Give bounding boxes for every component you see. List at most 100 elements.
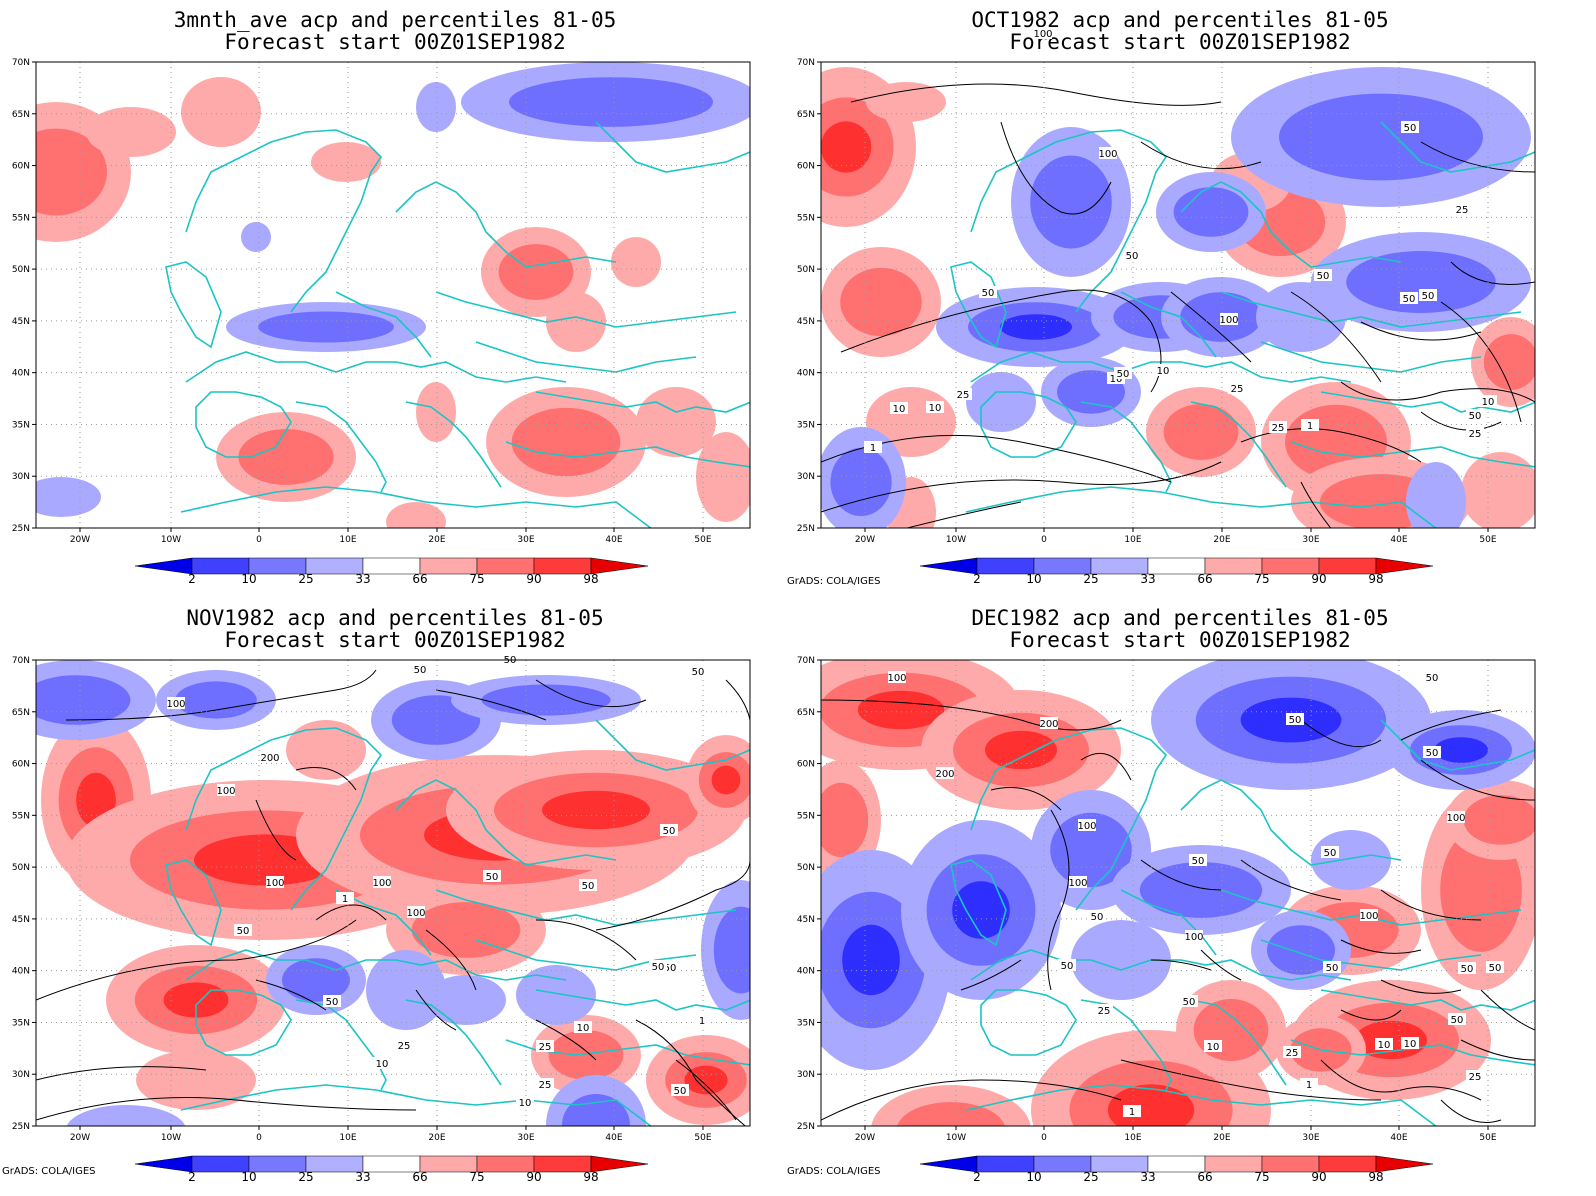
contour-label: 25 xyxy=(398,1041,411,1052)
lon-tick-label: 10W xyxy=(161,1133,181,1143)
contour-label: 1 xyxy=(699,1016,705,1027)
anomaly-blob xyxy=(258,311,394,343)
contour-label: 100 xyxy=(372,878,391,889)
anomaly-blob xyxy=(386,502,446,528)
lon-tick-label: 10E xyxy=(1124,1133,1141,1143)
contour-label: 25 xyxy=(539,1080,552,1091)
coastline xyxy=(180,486,652,528)
lon-tick-label: 10W xyxy=(161,535,181,545)
contour-label-bg xyxy=(954,388,972,400)
lat-tick-label: 50N xyxy=(12,863,30,873)
lon-tick-label: 10E xyxy=(339,1133,356,1143)
panel-subtitle: Forecast start 00Z01SEP1982 xyxy=(1009,628,1351,652)
colorbar-label: 98 xyxy=(1368,572,1383,586)
contour-label: 50 xyxy=(1061,961,1074,972)
contour-label-bg xyxy=(1458,962,1476,974)
panel-title: NOV1982 acp and percentiles 81-05 xyxy=(186,606,604,630)
anomaly-blob xyxy=(86,107,176,157)
lat-tick-label: 35N xyxy=(12,420,30,430)
colorbar-arrow-left xyxy=(919,1155,978,1173)
contour-line xyxy=(675,1059,737,1121)
map-plot: 70N 65N 60N 55N 50N 45N 40N 35N 30N 25N 20W 10W 0 10E… xyxy=(12,58,751,586)
contour-label-bg xyxy=(1286,713,1304,725)
lon-tick-label: 20W xyxy=(70,535,90,545)
contour-label-bg xyxy=(1095,1004,1113,1016)
contour-label: 100 xyxy=(1033,29,1052,40)
colorbar-label: 90 xyxy=(526,572,541,586)
anomaly-blob xyxy=(1346,251,1496,313)
lon-tick-label: 0 xyxy=(1041,1133,1047,1143)
contour-label: 25 xyxy=(1469,429,1482,440)
coastline xyxy=(335,889,432,956)
colorbar-arrow-right xyxy=(1375,1155,1434,1173)
contour-line xyxy=(1120,1059,1382,1101)
contour-label-bg xyxy=(689,665,707,677)
contour-label: 1 xyxy=(870,443,876,454)
contour-label-bg xyxy=(1466,427,1484,439)
anomaly-blob xyxy=(857,690,945,730)
anomaly-blob xyxy=(830,447,892,517)
contour-line xyxy=(1240,428,1422,463)
contour-label: 50 xyxy=(664,963,677,974)
contour-line xyxy=(1440,1099,1502,1123)
coastline xyxy=(1290,1039,1535,1066)
anomaly-blob xyxy=(684,1065,728,1095)
lat-tick-label: 60N xyxy=(12,162,30,172)
anomaly-blob xyxy=(241,222,271,252)
contour-line xyxy=(1140,141,1262,170)
colorbar-label: 33 xyxy=(1140,1170,1155,1184)
contour-label-bg xyxy=(261,751,279,763)
lat-tick-label: 40N xyxy=(797,967,815,977)
lon-tick-label: 10E xyxy=(1124,535,1141,545)
contour-line xyxy=(1340,1009,1402,1021)
lat-tick-label: 45N xyxy=(797,915,815,925)
anomaly-blob xyxy=(546,292,606,352)
contour-label: 50 xyxy=(1317,271,1330,282)
colorbar-label: 33 xyxy=(355,572,370,586)
lon-tick-label: 40E xyxy=(1390,1133,1407,1143)
contour-label-bg xyxy=(1123,1105,1141,1117)
contour-label: 25 xyxy=(1469,1072,1482,1083)
contour-label-bg xyxy=(1154,364,1172,376)
lon-tick-label: 20W xyxy=(855,1133,875,1143)
contour-label: 200 xyxy=(935,769,954,780)
contour-label-bg xyxy=(1466,409,1484,421)
contour-label: 100 xyxy=(1359,911,1378,922)
contour-label: 50 xyxy=(1117,369,1130,380)
lon-tick-label: 40E xyxy=(605,1133,622,1143)
colorbar-label: 10 xyxy=(241,572,256,586)
contour-label: 50 xyxy=(1461,964,1474,975)
colorbar: 2 10 25 33 66 75 90 98 xyxy=(134,1155,649,1184)
contour-line xyxy=(1360,321,1482,341)
contour-label-bg xyxy=(1099,147,1117,159)
contour-label-bg xyxy=(671,1084,689,1096)
colorbar-label: 98 xyxy=(583,572,598,586)
panel-title: OCT1982 acp and percentiles 81-05 xyxy=(971,8,1389,32)
map-frame xyxy=(820,659,1536,1127)
contour-label: 25 xyxy=(1272,423,1285,434)
panel-subtitle: Forecast start 00Z01SEP1982 xyxy=(224,30,566,54)
contour-line xyxy=(1340,939,1422,954)
contour-label: 10 xyxy=(1378,1040,1391,1051)
anomaly-blob xyxy=(842,924,900,996)
lat-tick-label: 65N xyxy=(797,110,815,120)
anomaly-blob xyxy=(1461,452,1535,528)
lat-tick-label: 65N xyxy=(12,110,30,120)
coastline xyxy=(405,401,502,488)
contour-label-bg xyxy=(167,697,185,709)
contour-line xyxy=(821,1079,1122,1121)
contour-label-bg xyxy=(1360,909,1378,921)
contour-line xyxy=(1080,752,1132,781)
anomaly-blob xyxy=(181,77,261,147)
credit-text: GrADS: COLA/IGES xyxy=(787,1166,881,1177)
anomaly-blob xyxy=(136,1050,256,1110)
lat-tick-label: 30N xyxy=(797,1070,815,1080)
colorbar-label: 75 xyxy=(469,572,484,586)
coastline xyxy=(1421,1130,1471,1188)
coastline xyxy=(185,727,383,911)
colorbar-label: 25 xyxy=(1083,572,1098,586)
anomaly-blob xyxy=(1000,314,1072,340)
coastline xyxy=(980,989,1077,1056)
anomaly-blob xyxy=(1434,737,1488,763)
